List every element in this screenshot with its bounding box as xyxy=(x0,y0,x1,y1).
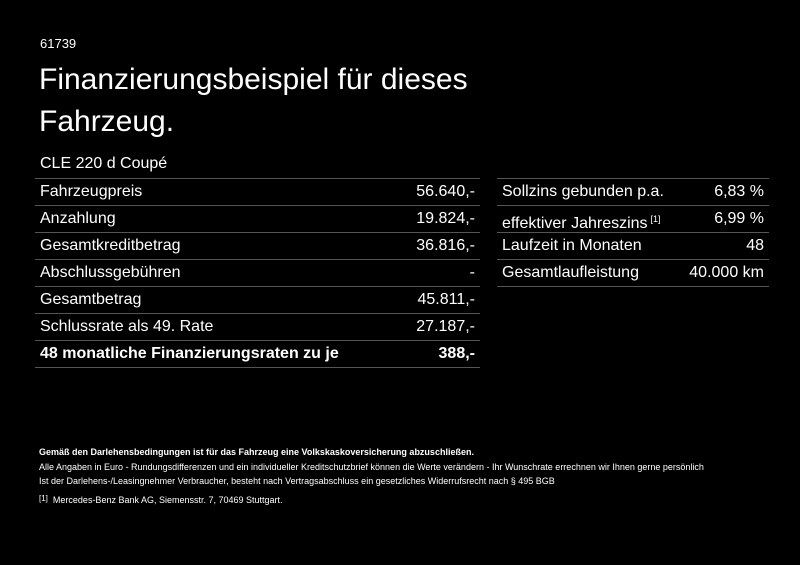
table-row: Abschlussgebühren - xyxy=(35,259,480,286)
row-label: Gesamtbetrag xyxy=(40,291,142,308)
table-row: Gesamtkreditbetrag 36.816,- xyxy=(35,232,480,259)
financing-table: Fahrzeugpreis 56.640,- Anzahlung 19.824,- Ge… xyxy=(35,178,480,368)
row-label: Fahrzeugpreis xyxy=(40,183,143,200)
row-label: Laufzeit in Monaten xyxy=(502,237,642,254)
notice: Gemäß den Darlehensbedingungen ist für d… xyxy=(39,447,474,457)
row-label: Schlussrate als 49. Rate xyxy=(40,318,214,335)
model-name: CLE 220 d Coupé xyxy=(40,155,168,172)
row-label: effektiver Jahreszins [1] xyxy=(502,214,661,232)
footnote-ref: [1] xyxy=(650,214,661,224)
table-row: effektiver Jahreszins [1] 6,99 % xyxy=(497,205,769,232)
footnote-text: Mercedes-Benz Bank AG, Siemensstr. 7, 70… xyxy=(52,495,283,505)
row-label: Gesamtkreditbetrag xyxy=(40,237,181,254)
row-value: 56.640,- xyxy=(416,183,475,200)
table-row: Schlussrate als 49. Rate 27.187,- xyxy=(35,313,480,340)
rates-table: Sollzins gebunden p.a. 6,83 % effektiver J… xyxy=(497,178,769,287)
footnote-marker: [1] xyxy=(39,494,48,503)
row-value: 48 xyxy=(746,237,764,254)
disclaimer: Alle Angaben in Euro - Rundungsdifferenz… xyxy=(39,462,704,472)
row-value: 40.000 km xyxy=(689,264,764,281)
footnote: [1] Mercedes-Benz Bank AG, Siemensstr. 7… xyxy=(39,494,283,505)
row-label: Anzahlung xyxy=(40,210,116,227)
row-value: 45.811,- xyxy=(417,291,475,308)
title: Fahrzeug. xyxy=(39,105,175,138)
table-row: Gesamtlaufleistung 40.000 km xyxy=(497,259,769,286)
row-value: 6,83 % xyxy=(714,183,764,200)
row-value: 6,99 % xyxy=(714,210,764,227)
row-value: 388,- xyxy=(438,345,475,362)
row-value: 36.816,- xyxy=(416,237,475,254)
offer-id: 61739 xyxy=(40,36,77,51)
row-label: Gesamtlaufleistung xyxy=(502,264,639,281)
row-label: Abschlussgebühren xyxy=(40,264,181,281)
row-label: Sollzins gebunden p.a. xyxy=(502,183,664,200)
table-row: 48 monatliche Finanzierungsraten zu je 38… xyxy=(35,340,480,367)
table-row: Sollzins gebunden p.a. 6,83 % xyxy=(497,178,769,205)
table-row: Anzahlung 19.824,- xyxy=(35,205,480,232)
row-value: 27.187,- xyxy=(416,318,475,335)
row-value: - xyxy=(469,264,475,281)
table-row: Fahrzeugpreis 56.640,- xyxy=(35,178,480,205)
table-row: Gesamtbetrag 45.811,- xyxy=(35,286,480,313)
row-value: 19.824,- xyxy=(416,210,475,227)
row-label: 48 monatliche Finanzierungsraten zu je xyxy=(40,345,339,362)
title: Finanzierungsbeispiel für dieses xyxy=(39,63,468,96)
disclaimer: Ist der Darlehens-/Leasingnehmer Verbrau… xyxy=(39,476,555,486)
table-row: Laufzeit in Monaten 48 xyxy=(497,232,769,259)
